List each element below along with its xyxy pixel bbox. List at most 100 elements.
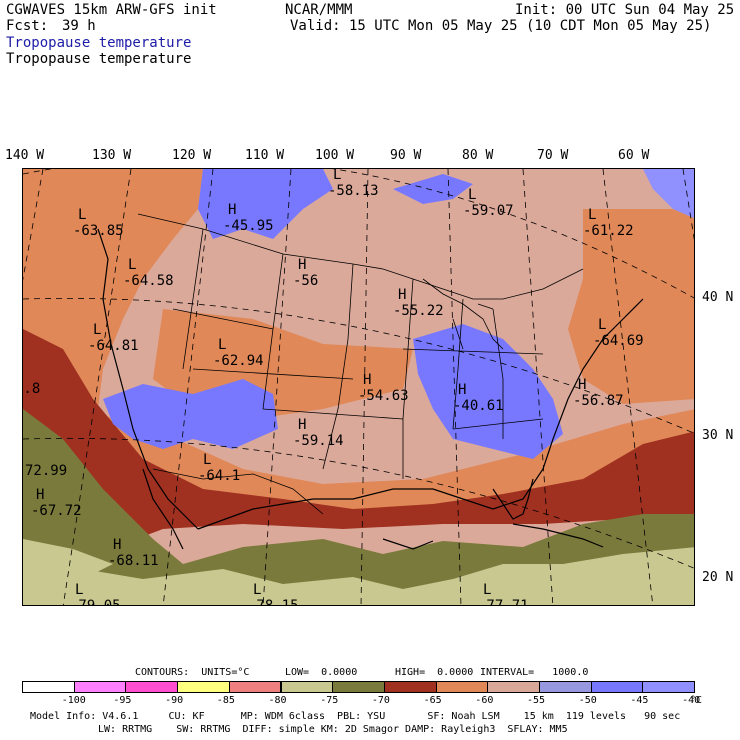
annotation-value: -77.71 (478, 598, 529, 606)
field-title: Tropopause temperature (6, 51, 192, 67)
annotation-type: L (253, 582, 261, 598)
longitude-label: 110 W (245, 148, 285, 163)
band-blue-northeast (643, 169, 694, 219)
colorbar-label: -90 (165, 695, 184, 706)
band-darkred (23, 329, 694, 544)
colorbar-swatch (73, 681, 127, 693)
florida (492, 478, 534, 520)
colorbar-swatch (539, 681, 592, 693)
band-blue-hudson (393, 174, 473, 204)
annotations: L-58.13 L-59.07H-45.95L-63.85L-61.22H-56L… (23, 169, 644, 606)
tropopause-temperature-map: L -58.13 L -59.07 H -45.95 L -63.85 L -61.22 H -56 L… (22, 168, 695, 606)
annotation-type: L (588, 207, 596, 223)
model-info-line2: LW: RRTMG SW: RRTMG DIFF: simple KM: 2D … (98, 724, 568, 735)
center-label: NCAR/MMM (285, 2, 353, 18)
annotation-value: -79.05 (70, 598, 121, 606)
annotation-type: H (298, 257, 306, 273)
annotation-type: L (483, 582, 491, 598)
band-blue-southwest (103, 379, 278, 449)
colorbar-swatch (383, 681, 437, 693)
longitude-label: 60 W (618, 148, 650, 163)
colorbar-swatch (435, 681, 489, 693)
latitude-label: 20 N (702, 570, 734, 585)
annotation-type: L (93, 322, 101, 338)
colorbar-label: -95 (113, 695, 132, 706)
forecast-hours: 39 h (62, 18, 96, 34)
annotation-value: -64.69 (593, 333, 644, 349)
band-olive (23, 409, 694, 605)
annotation-type: H (36, 487, 44, 503)
colorbar-label: -55 (527, 695, 546, 706)
annotation-type: L (78, 207, 86, 223)
longitude-label: 90 W (390, 148, 422, 163)
borders (137, 213, 584, 515)
annotation-type: H (578, 377, 586, 393)
colorbar-label: -75 (320, 695, 339, 706)
annotation-value: -64.81 (88, 338, 139, 354)
colorbar-label: -100 (61, 695, 86, 706)
colorbar-swatch (228, 681, 282, 693)
forecast-label: Fcst: (6, 18, 49, 34)
cuba (512, 523, 604, 548)
longitude-label: 140 W (5, 148, 45, 163)
colorbar-label: -80 (268, 695, 287, 706)
longitude-label: 120 W (172, 148, 212, 163)
annotation-value: -55.22 (393, 303, 444, 319)
annotation-value: -59.14 (293, 433, 344, 449)
graticule-lon-70 (602, 169, 654, 605)
graticule-lon-120 (162, 169, 214, 605)
colorbar-label: -85 (216, 695, 235, 706)
field-title-blue: Tropopause temperature (6, 35, 192, 51)
annotation-type: L (333, 169, 341, 183)
graticule (23, 169, 694, 605)
longitude-label: 100 W (315, 148, 355, 163)
annotation-type: L (75, 582, 83, 598)
coastlines (97, 228, 644, 550)
annotation-value: -58.13 (328, 183, 379, 199)
annotation-type: L (203, 452, 211, 468)
annotation-type: L (128, 257, 136, 273)
graticule-lon-90 (447, 169, 462, 605)
state-lines (172, 228, 544, 479)
contours-units: CONTOURS: UNITS=°C (135, 667, 250, 678)
band-orange-northeast (568, 209, 694, 404)
annotation-value: -56 (293, 273, 318, 289)
colorbar-swatch (125, 681, 179, 693)
annotation-type: H (363, 372, 371, 388)
longitude-label: 130 W (92, 148, 132, 163)
annotation-type: L (218, 337, 226, 353)
band-orange-northwest (23, 169, 203, 409)
annotation-type: L (468, 187, 476, 203)
great-lakes (422, 278, 504, 350)
annotation-value: -45.95 (223, 218, 274, 234)
model-info-line1: Model Info: V4.6.1 CU: KF MP: WDM 6class… (30, 711, 681, 722)
annotation-value: -68.11 (108, 553, 159, 569)
band-blue-northwest (198, 169, 333, 239)
band-red-west (23, 329, 45, 409)
graticule-lon-80 (522, 169, 554, 605)
coast-west (97, 228, 199, 530)
colorbar-label: -50 (578, 695, 597, 706)
contours-interval: INTERVAL= 1000.0 (480, 667, 589, 678)
colorbar-label: -40 (682, 695, 701, 706)
longitude-label: 70 W (537, 148, 569, 163)
contours-low: LOW= 0.0000 (285, 667, 358, 678)
colorbar-swatch (280, 681, 334, 693)
annotation-type: H (398, 287, 406, 303)
colorbar-label: -70 (371, 695, 390, 706)
init-time: Init: 00 UTC Sun 04 May 25 (515, 2, 735, 18)
annotation-value: -64.58 (123, 273, 174, 289)
annotation-value: -63.85 (73, 223, 124, 239)
colorbar-swatch (590, 681, 644, 693)
model-title: CGWAVES 15km ARW-GFS init (6, 2, 217, 18)
annotation-type: H (458, 382, 466, 398)
annotation-value: -54.63 (358, 388, 409, 404)
colorbar-swatch (177, 681, 230, 693)
band-tan-west (23, 539, 113, 589)
graticule-lon-100 (360, 169, 369, 605)
graticule-lon-110 (262, 169, 292, 605)
band-tan-south (23, 547, 694, 605)
latitude-label: 30 N (702, 428, 734, 443)
annotation-type: L (598, 317, 606, 333)
annotation-value: -56.87 (573, 393, 624, 409)
